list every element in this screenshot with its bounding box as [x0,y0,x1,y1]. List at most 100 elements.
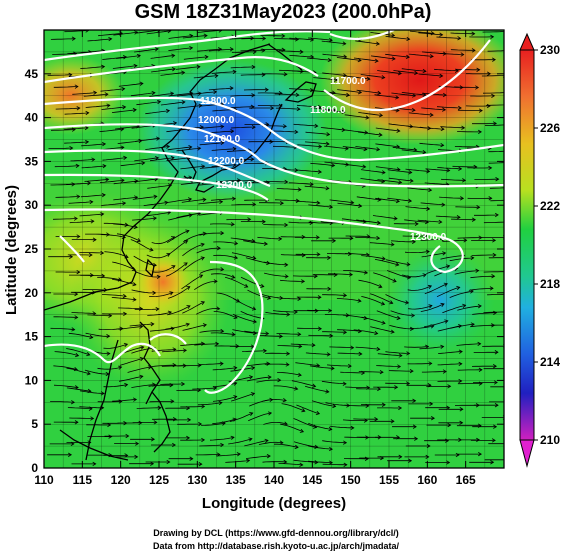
streamline [295,362,320,367]
streamline-arrowhead [440,344,445,349]
streamline-arrowhead [150,461,155,466]
streamline-arrowhead [317,169,322,174]
streamline-arrowhead [428,187,433,193]
streamline [197,48,222,52]
streamline [305,352,331,355]
streamline [401,92,426,96]
streamline-arrowhead [511,198,514,202]
streamline-arrowhead [181,70,186,75]
colorbar-top-arrow [519,32,535,51]
streamline-arrowhead [458,349,463,354]
streamline [455,206,480,208]
coast-hokkaido [284,81,317,103]
streamline [370,55,396,60]
streamline-arrowhead [446,264,451,269]
streamline-arrowhead [429,401,434,407]
streamline-arrowhead [318,144,323,149]
streamline [100,88,125,92]
y-tick-label: 45 [25,67,39,81]
streamline-arrowhead [426,206,431,211]
streamline [66,182,91,185]
streamline-arrowhead [122,105,127,110]
streamline [289,55,314,58]
streamline-arrowhead [411,239,416,244]
streamline-arrowhead [169,291,174,296]
streamline [160,101,185,106]
streamline [84,369,109,375]
streamline [50,38,76,40]
streamline-arrowhead [510,400,513,404]
streamline [450,49,476,51]
streamline-arrowhead [138,306,144,311]
streamline-arrowhead [171,265,176,269]
streamline [199,444,224,447]
streamline-arrowhead [156,136,161,141]
streamline-arrowhead [459,420,464,425]
streamline [167,198,192,203]
streamline [208,87,234,91]
streamline-arrowhead [326,352,331,357]
streamline-arrowhead [262,36,267,41]
streamline-arrowhead [510,256,513,260]
streamline-arrowhead [251,64,256,70]
streamline-arrowhead [283,72,288,77]
streamline-arrowhead [286,351,291,356]
streamline [192,91,217,95]
streamline-arrowhead [492,57,496,62]
streamline-arrowhead [233,381,238,386]
streamline-arrowhead [249,375,254,380]
streamline [308,334,333,337]
streamline-arrowhead [139,374,144,379]
streamline [276,297,301,300]
streamline [489,187,504,189]
streamline [386,270,411,279]
streamline [454,270,479,275]
streamline-arrowhead [490,34,495,40]
streamline [439,53,464,55]
colorbar-tick-label: 210 [540,433,560,447]
streamline-arrowhead [141,160,146,166]
streamline [66,387,91,392]
streamline-arrowhead [350,425,355,431]
streamline-arrowhead [101,141,107,147]
streamline-arrowhead [330,366,335,371]
streamline-arrowhead [74,291,79,297]
streamline [240,311,264,319]
streamline-arrowhead [376,346,381,352]
streamline-arrowhead [104,92,109,97]
streamline [361,296,385,305]
streamline [322,440,347,444]
streamline-arrowhead [233,365,238,371]
plot-area: 11700.0 11800.0 11800.0 12000.0 12100.0 … [44,30,514,468]
streamline-arrowhead [294,386,299,391]
streamline [456,343,481,346]
coast-taiwan [145,258,155,278]
streamline-arrowhead [311,342,316,348]
streamline [336,57,362,61]
streamline [353,57,379,62]
streamline-arrowhead [350,200,355,205]
chart-title: GSM 18Z31May2023 (200.0hPa) [135,1,432,23]
streamline-arrowhead [477,341,482,347]
streamline [199,232,224,236]
streamline-arrowhead [405,54,410,60]
streamline [355,236,380,239]
streamline-arrowhead [251,124,256,130]
streamline-arrowhead [87,181,92,186]
streamline [355,40,380,45]
streamline-arrowhead [199,274,204,279]
streamline [355,146,380,150]
streamline [112,261,136,271]
streamline-arrowhead [101,273,106,278]
streamline-arrowhead [458,166,463,171]
streamline [198,363,224,365]
y-tick-label: 15 [25,330,39,344]
streamline-arrowhead [74,385,79,390]
streamline-arrowhead [380,301,386,306]
streamline [452,165,477,168]
streamline [345,235,370,237]
coast-borneo [59,429,129,461]
streamline [211,148,236,151]
streamline-arrowhead [327,286,332,292]
streamline-arrowhead [267,375,272,380]
